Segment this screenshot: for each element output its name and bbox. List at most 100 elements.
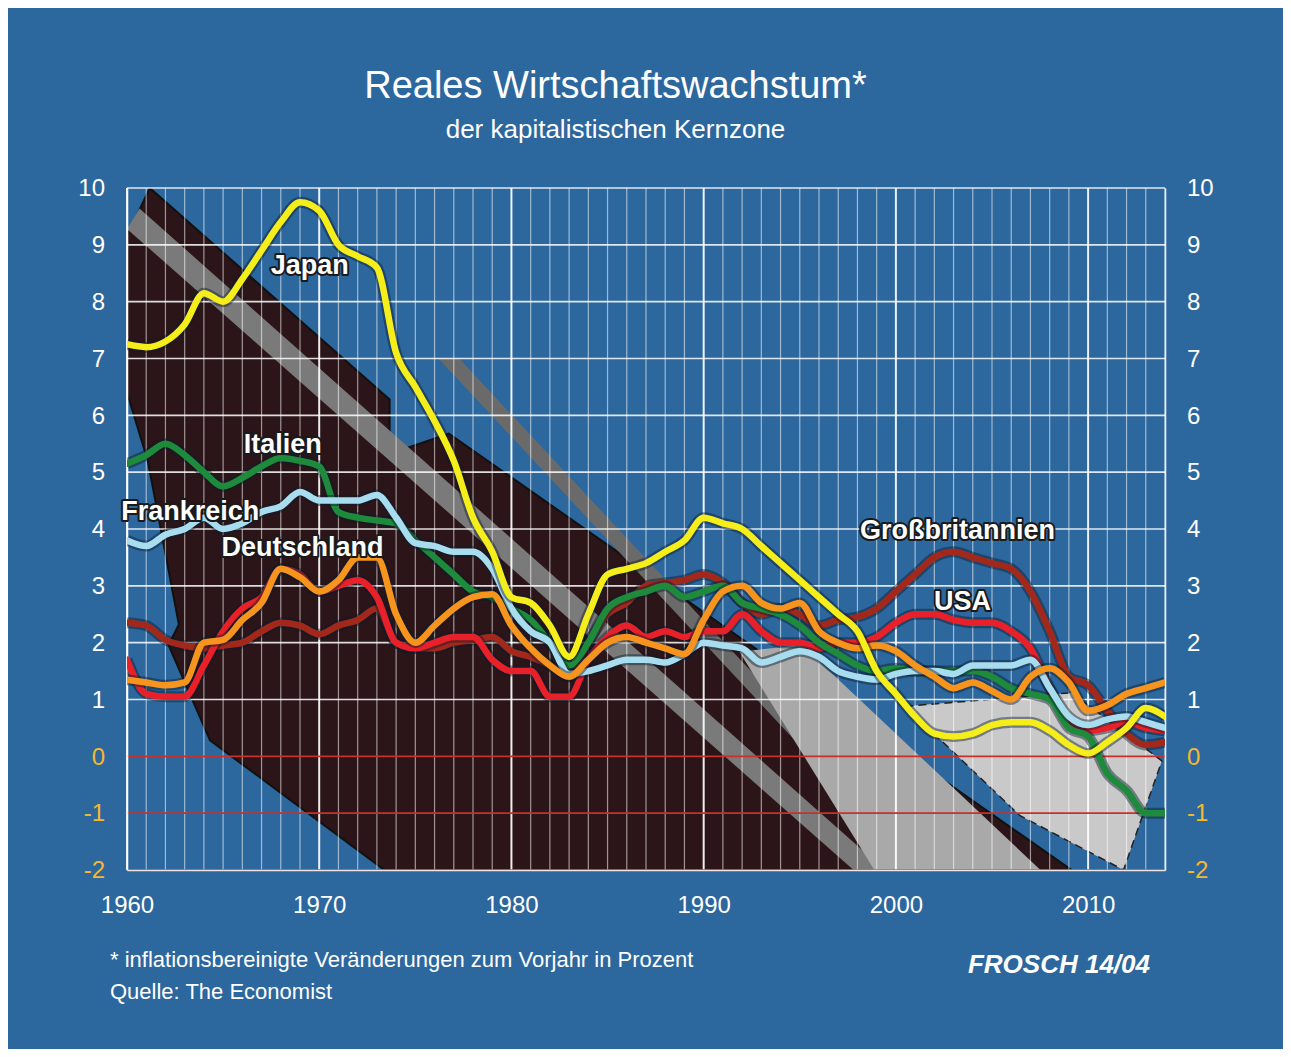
subtitle: der kapitalistischen Kernzone bbox=[446, 114, 786, 144]
y-tick-label-left: 2 bbox=[92, 629, 105, 656]
y-grid-line bbox=[127, 301, 1165, 303]
y-tick-label-left: 7 bbox=[92, 345, 105, 372]
y-tick-label-right: 5 bbox=[1187, 458, 1200, 485]
y-tick-label-right: 0 bbox=[1187, 743, 1200, 770]
line-shadow bbox=[127, 492, 1165, 728]
y-tick: -1 bbox=[1165, 799, 1208, 826]
x-tick-label: 1990 bbox=[677, 891, 730, 918]
y-tick-label-right: 1 bbox=[1187, 686, 1200, 713]
series-label: Italien bbox=[244, 429, 322, 459]
x-tick-label: 1980 bbox=[485, 891, 538, 918]
ship-deck bbox=[127, 208, 885, 870]
y-grid-line bbox=[127, 244, 1165, 246]
y-grid-line bbox=[127, 869, 1165, 871]
series-line bbox=[127, 202, 1165, 753]
y-axis-line bbox=[127, 189, 129, 871]
y-tick: 5 bbox=[1165, 458, 1200, 485]
series-line bbox=[127, 444, 1165, 813]
y-tick: 0 bbox=[1165, 743, 1200, 770]
y-tick-label-left: 10 bbox=[78, 174, 105, 201]
series-labels: Großbritannien USA Italien Frankreich Deutsc… bbox=[121, 250, 1055, 616]
y-tick-label-left: 1 bbox=[92, 686, 105, 713]
y-tick: 7 bbox=[1165, 345, 1200, 372]
y-tick: 1 bbox=[92, 686, 127, 713]
x-grid-line bbox=[126, 188, 128, 870]
y-tick-label-right: 8 bbox=[1187, 288, 1200, 315]
y-tick-label-left: -1 bbox=[84, 799, 105, 826]
chart-svg: 109876543210-1-2109876543210-1-219601970… bbox=[0, 0, 1291, 1057]
y-tick: 10 bbox=[78, 174, 127, 201]
series-line bbox=[127, 557, 1165, 710]
y-tick: 0 bbox=[92, 743, 127, 770]
y-tick-label-right: -2 bbox=[1187, 856, 1208, 883]
y-grid-line bbox=[127, 187, 1165, 189]
x-tick: 2000 bbox=[870, 870, 923, 918]
series-line bbox=[127, 492, 1165, 728]
series-label: Japan bbox=[271, 250, 349, 280]
y-tick: 8 bbox=[92, 288, 127, 315]
y-tick: -2 bbox=[1165, 856, 1208, 883]
y-tick: 10 bbox=[1165, 174, 1214, 201]
y-tick-label-left: 5 bbox=[92, 458, 105, 485]
y-grid-line bbox=[127, 415, 1165, 417]
y-tick-label-right: -1 bbox=[1187, 799, 1208, 826]
y-grid-line bbox=[127, 756, 1165, 758]
y-tick: 9 bbox=[92, 231, 127, 258]
x-tick: 1980 bbox=[485, 870, 538, 918]
chart-container: 109876543210-1-2109876543210-1-219601970… bbox=[0, 0, 1291, 1057]
series-line bbox=[127, 552, 1165, 745]
y-tick: 5 bbox=[92, 458, 127, 485]
line-shadow bbox=[127, 444, 1165, 813]
line-shadow bbox=[127, 557, 1165, 710]
x-tick-label: 2010 bbox=[1062, 891, 1115, 918]
grid bbox=[127, 188, 1165, 870]
y-tick-label-right: 2 bbox=[1187, 629, 1200, 656]
y-tick-label-right: 7 bbox=[1187, 345, 1200, 372]
title: Reales Wirtschaftswachstum* bbox=[364, 64, 867, 106]
x-axis: 1960 1970 1980 1990 2000 2010 bbox=[101, 870, 1166, 918]
y-tick: 3 bbox=[1165, 572, 1200, 599]
y-tick-label-left: 3 bbox=[92, 572, 105, 599]
y-tick-label-left: 0 bbox=[92, 743, 105, 770]
signature: FROSCH 14/04 bbox=[968, 949, 1151, 979]
y-tick-label-left: -2 bbox=[84, 856, 105, 883]
source: Quelle: The Economist bbox=[110, 979, 332, 1004]
y-tick-label-left: 4 bbox=[92, 515, 105, 542]
minor-grid-line bbox=[126, 188, 127, 870]
background bbox=[8, 8, 1283, 1049]
y-tick-label-left: 9 bbox=[92, 231, 105, 258]
series-label: Deutschland bbox=[221, 532, 383, 562]
y-tick-label-left: 8 bbox=[92, 288, 105, 315]
y-tick: 1 bbox=[1165, 686, 1200, 713]
y-grid-line bbox=[127, 358, 1165, 360]
x-axis-line bbox=[128, 870, 1166, 872]
y-tick-label-right: 4 bbox=[1187, 515, 1200, 542]
y-tick: 6 bbox=[1165, 402, 1200, 429]
line-shadow bbox=[127, 552, 1165, 745]
y-tick: 7 bbox=[92, 345, 127, 372]
y-tick-label-right: 6 bbox=[1187, 402, 1200, 429]
series-label: Großbritannien bbox=[860, 515, 1055, 545]
x-tick-label: 2000 bbox=[870, 891, 923, 918]
series-label: Frankreich bbox=[121, 496, 259, 526]
x-tick-label: 1970 bbox=[293, 891, 346, 918]
lines bbox=[127, 202, 1165, 813]
y-tick: 2 bbox=[92, 629, 127, 656]
line-shadow bbox=[127, 202, 1165, 753]
x-tick: 1990 bbox=[677, 870, 730, 918]
x-tick: 1960 bbox=[101, 870, 154, 918]
y-tick: 9 bbox=[1165, 231, 1200, 258]
y-tick-label-right: 10 bbox=[1187, 174, 1214, 201]
y-grid-line bbox=[127, 471, 1165, 473]
y-grid-line bbox=[127, 812, 1165, 814]
series-label: USA bbox=[934, 586, 991, 616]
x-tick: 1970 bbox=[293, 870, 346, 918]
y-tick-label-left: 6 bbox=[92, 402, 105, 429]
x-tick: 2010 bbox=[1062, 870, 1115, 918]
y-tick: 8 bbox=[1165, 288, 1200, 315]
y-tick: 4 bbox=[1165, 515, 1200, 542]
footnote: * inflationsbereinigte Veränderungen zum… bbox=[110, 947, 693, 972]
y-tick: 6 bbox=[92, 402, 127, 429]
y-tick: 3 bbox=[92, 572, 127, 599]
y-tick: -1 bbox=[84, 799, 127, 826]
